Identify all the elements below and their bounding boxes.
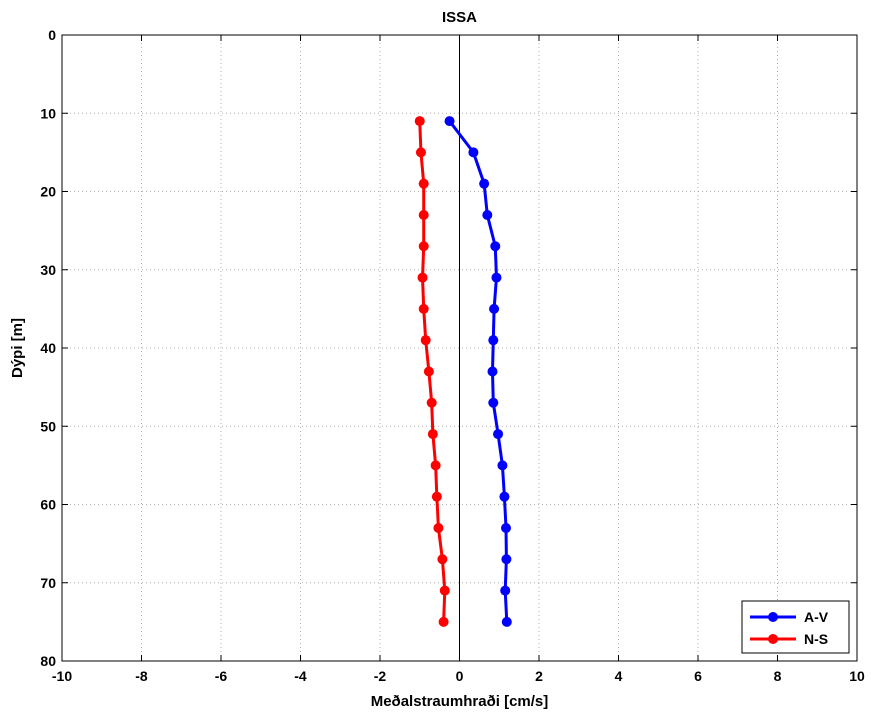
x-axis-label: Meðalstraumhraði [cm/s]: [371, 693, 549, 710]
y-tick-label: 10: [40, 105, 56, 121]
x-tick-label: 6: [694, 668, 702, 684]
x-tick-label: 10: [849, 668, 865, 684]
x-tick-label: 8: [774, 668, 782, 684]
data-point-n-s: [433, 522, 444, 533]
data-point-a-v: [491, 272, 502, 283]
data-point-n-s: [418, 209, 429, 220]
data-point-n-s: [417, 272, 428, 283]
data-point-n-s: [426, 397, 437, 408]
legend-box: [741, 600, 850, 654]
legend-label: A-V: [804, 609, 829, 625]
y-tick-label: 60: [40, 497, 56, 513]
data-point-a-v: [468, 147, 479, 158]
data-point-n-s: [415, 147, 426, 158]
data-point-a-v: [488, 335, 499, 346]
data-point-a-v: [501, 554, 512, 565]
data-point-n-s: [423, 366, 434, 377]
data-point-a-v: [482, 209, 493, 220]
data-point-n-s: [418, 178, 429, 189]
data-point-a-v: [479, 178, 490, 189]
x-tick-label: -10: [52, 668, 72, 684]
x-tick-label: -4: [294, 668, 307, 684]
axis-ticks: -10 -8 -6 -4 -2 0 2 4 6 8 10 0 10 20 30 40 50 60 70 80: [40, 27, 865, 684]
legend: A-V N-S: [741, 600, 850, 654]
data-point-a-v: [501, 616, 512, 627]
data-point-a-v: [501, 522, 512, 533]
data-point-n-s: [414, 116, 425, 127]
y-tick-label: 70: [40, 575, 56, 591]
data-point-n-s: [418, 303, 429, 314]
data-point-a-v: [444, 116, 455, 127]
data-point-a-v: [487, 366, 498, 377]
x-tick-label: 4: [615, 668, 623, 684]
data-point-n-s: [420, 335, 431, 346]
data-point-n-s: [439, 585, 450, 596]
legend-label: N-S: [804, 631, 828, 647]
data-point-n-s: [418, 241, 429, 252]
y-tick-label: 40: [40, 340, 56, 356]
y-tick-label: 80: [40, 653, 56, 669]
data-point-n-s: [431, 491, 442, 502]
x-tick-label: -2: [374, 668, 387, 684]
data-point-a-v: [493, 429, 504, 440]
data-point-a-v: [497, 460, 508, 471]
y-tick-label: 20: [40, 184, 56, 200]
y-axis-label: Dýpi [m]: [9, 318, 26, 378]
x-tick-label: -6: [215, 668, 228, 684]
y-tick-label: 50: [40, 418, 56, 434]
x-tick-label: -8: [135, 668, 148, 684]
data-point-n-s: [438, 616, 449, 627]
data-point-a-v: [489, 303, 500, 314]
data-point-a-v: [488, 397, 499, 408]
y-tick-label: 30: [40, 262, 56, 278]
legend-swatch-marker: [768, 612, 778, 622]
chart-title: ISSA: [442, 9, 477, 26]
data-point-n-s: [430, 460, 441, 471]
data-point-n-s: [437, 554, 448, 565]
series-line-a-v: [448, 120, 509, 622]
data-point-n-s: [427, 429, 438, 440]
legend-swatch-marker: [768, 634, 778, 644]
data-point-a-v: [499, 491, 510, 502]
x-tick-label: 2: [535, 668, 543, 684]
data-point-a-v: [490, 241, 501, 252]
grid-lines: [62, 35, 857, 661]
y-tick-label: 0: [48, 27, 56, 43]
series-layer: [414, 116, 512, 627]
data-point-a-v: [500, 585, 511, 596]
x-tick-label: 0: [456, 668, 464, 684]
